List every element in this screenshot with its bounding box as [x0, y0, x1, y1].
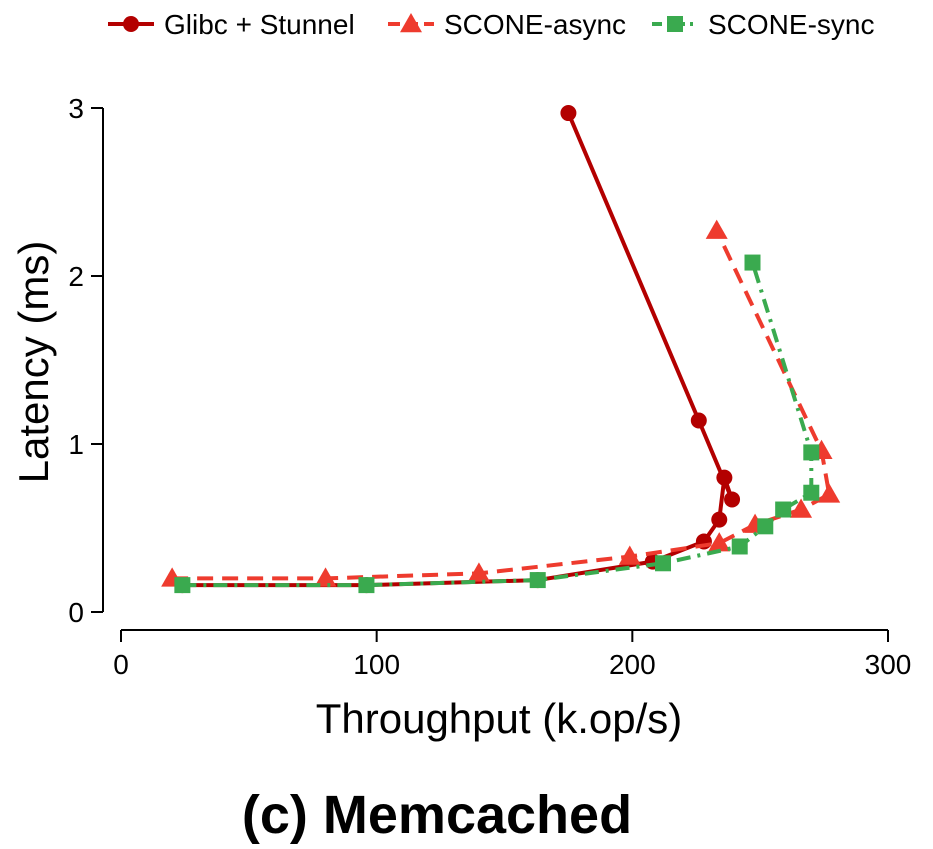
series-0-point-5 [711, 511, 728, 528]
series-1-point-7 [818, 483, 841, 503]
series-1-point-2 [467, 562, 490, 582]
legend-label-1: SCONE-async [444, 9, 626, 40]
series-1-point-3 [618, 545, 641, 565]
plot-area: 0 100 200 300 0 1 2 3 [68, 93, 911, 680]
series-2-point-9 [744, 254, 761, 271]
figure-caption: (c) Memcached [242, 785, 632, 845]
legend-item-0: Glibc + Stunnel [108, 9, 355, 40]
legend-label-2: SCONE-sync [708, 9, 874, 40]
x-tick-label-1: 100 [353, 649, 400, 680]
axes: 0 100 200 300 0 1 2 3 [68, 93, 911, 680]
series-2-point-8 [803, 444, 820, 461]
series-1-point-4 [708, 532, 731, 552]
legend-item-2: SCONE-sync [652, 9, 874, 40]
series-0-point-7 [724, 491, 741, 508]
series-1-point-9 [705, 219, 728, 239]
series-1 [161, 219, 841, 587]
x-tick-label-2: 200 [609, 649, 656, 680]
series-2-line [182, 261, 814, 588]
series-2-point-6 [775, 501, 792, 518]
legend-marker-0 [123, 16, 139, 32]
series-2-point-3 [655, 555, 672, 572]
series-0 [174, 105, 741, 594]
legend-item-1: SCONE-async [388, 9, 626, 40]
legend-marker-1 [400, 13, 422, 33]
series-2 [174, 254, 820, 594]
series-1-line [172, 229, 832, 581]
legend: Glibc + Stunnel SCONE-async SCONE-sync [108, 9, 874, 40]
series-0-point-6 [716, 469, 733, 486]
series-2-point-2 [529, 572, 546, 589]
series-0-point-9 [560, 105, 577, 122]
series-1-point-1 [314, 567, 337, 587]
series-2-point-5 [757, 518, 774, 535]
series-0-line [182, 112, 735, 588]
x-tick-label-3: 300 [865, 649, 912, 680]
legend-marker-2 [667, 16, 683, 32]
series-layer [161, 105, 841, 594]
y-axis-title: Latency (ms) [10, 241, 57, 484]
y-tick-label-1: 1 [68, 429, 84, 460]
x-axis-title: Throughput (k.op/s) [316, 695, 683, 742]
y-tick-label-3: 3 [68, 93, 84, 124]
y-tick-label-0: 0 [68, 597, 84, 628]
series-2-point-4 [731, 538, 748, 555]
legend-label-0: Glibc + Stunnel [164, 9, 355, 40]
x-tick-label-0: 0 [113, 649, 129, 680]
series-0-point-8 [690, 412, 707, 429]
series-2-point-1 [358, 577, 375, 594]
y-tick-label-2: 2 [68, 261, 84, 292]
series-2-point-0 [174, 577, 191, 594]
series-2-point-7 [803, 484, 820, 501]
series-1-point-6 [790, 498, 813, 518]
